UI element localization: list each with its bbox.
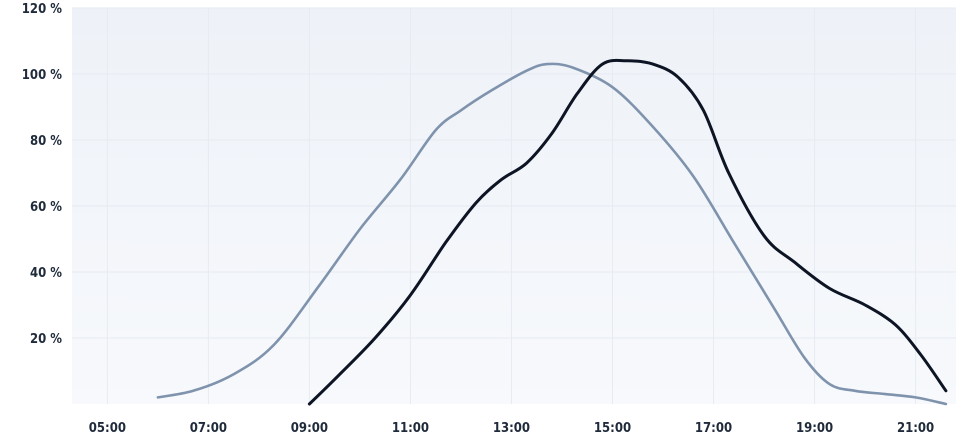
x-tick-label: 15:00 [594, 421, 631, 436]
y-tick-label: 20 % [30, 332, 62, 347]
x-tick-label: 21:00 [897, 421, 934, 436]
y-axis: 120 % 100 % 80 % 60 % 40 % 20 % [22, 2, 62, 347]
series-line-2 [307, 58, 948, 406]
x-tick-label: 09:00 [291, 421, 328, 436]
y-tick-label: 100 % [22, 68, 62, 83]
y-tick-label: 40 % [30, 266, 62, 281]
series-line-1 [156, 62, 948, 406]
y-tick-label: 120 % [22, 2, 62, 17]
x-tick-label: 19:00 [796, 421, 833, 436]
series-group [156, 58, 948, 406]
y-tick-label: 80 % [30, 134, 62, 149]
grid [72, 7, 956, 404]
x-tick-label: 05:00 [89, 421, 126, 436]
x-axis: 05:00 07:00 09:00 11:00 13:00 15:00 17:00 19:00… [89, 421, 934, 436]
x-tick-label: 07:00 [190, 421, 227, 436]
x-tick-label: 11:00 [392, 421, 429, 436]
y-tick-label: 60 % [30, 200, 62, 215]
x-tick-label: 13:00 [493, 421, 530, 436]
x-tick-label: 17:00 [695, 421, 732, 436]
